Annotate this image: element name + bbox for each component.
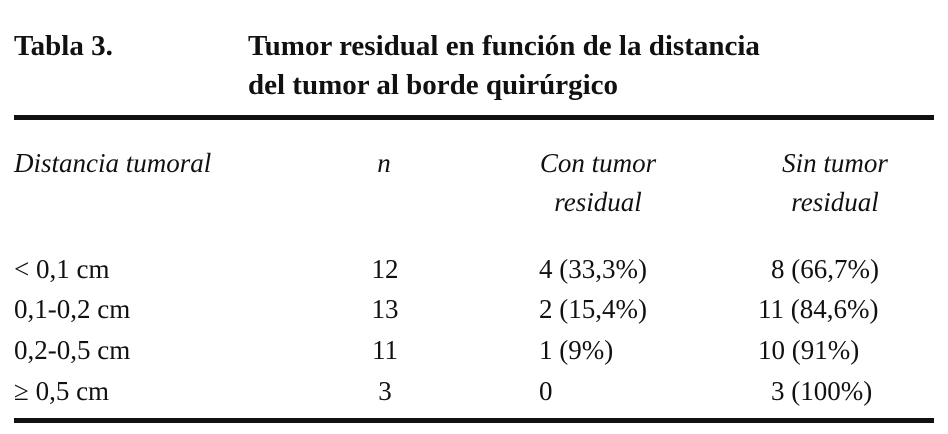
cell-distance: ≥ 0,5 cm xyxy=(14,376,110,406)
cell-n: 11 xyxy=(372,335,398,365)
top-rule xyxy=(14,115,934,120)
table-label: Tabla 3. xyxy=(14,30,113,62)
cell-without: 8 (66,7%) xyxy=(771,254,879,284)
cell-distance: 0,2-0,5 cm xyxy=(14,335,131,365)
cell-n: 3 xyxy=(378,376,392,406)
cell-distance: 0,1-0,2 cm xyxy=(14,294,131,324)
cell-with: 4 (33,3%) xyxy=(539,254,647,284)
cell-with: 1 (9%) xyxy=(539,335,614,365)
table-title-line2: del tumor al borde quirúrgico xyxy=(248,69,619,101)
cell-without: 10 (91%) xyxy=(758,335,860,365)
header-without-line2: residual xyxy=(791,187,879,217)
cell-without: 11 (84,6%) xyxy=(758,294,879,324)
cell-with: 2 (15,4%) xyxy=(539,294,647,324)
header-with-line2: residual xyxy=(554,187,642,217)
header-without-line1: Sin tumor xyxy=(782,148,888,178)
cell-with: 0 xyxy=(539,376,553,406)
cell-n: 12 xyxy=(371,254,399,284)
header-n: n xyxy=(377,148,391,178)
table-title-line1: Tumor residual en función de la distanci… xyxy=(248,30,760,62)
cell-n: 13 xyxy=(371,294,399,324)
cell-without: 3 (100%) xyxy=(771,376,873,406)
header-with-line1: Con tumor xyxy=(539,148,657,178)
bottom-rule xyxy=(14,418,934,423)
header-distance: Distancia tumoral xyxy=(14,148,212,178)
cell-distance: < 0,1 cm xyxy=(14,254,110,284)
